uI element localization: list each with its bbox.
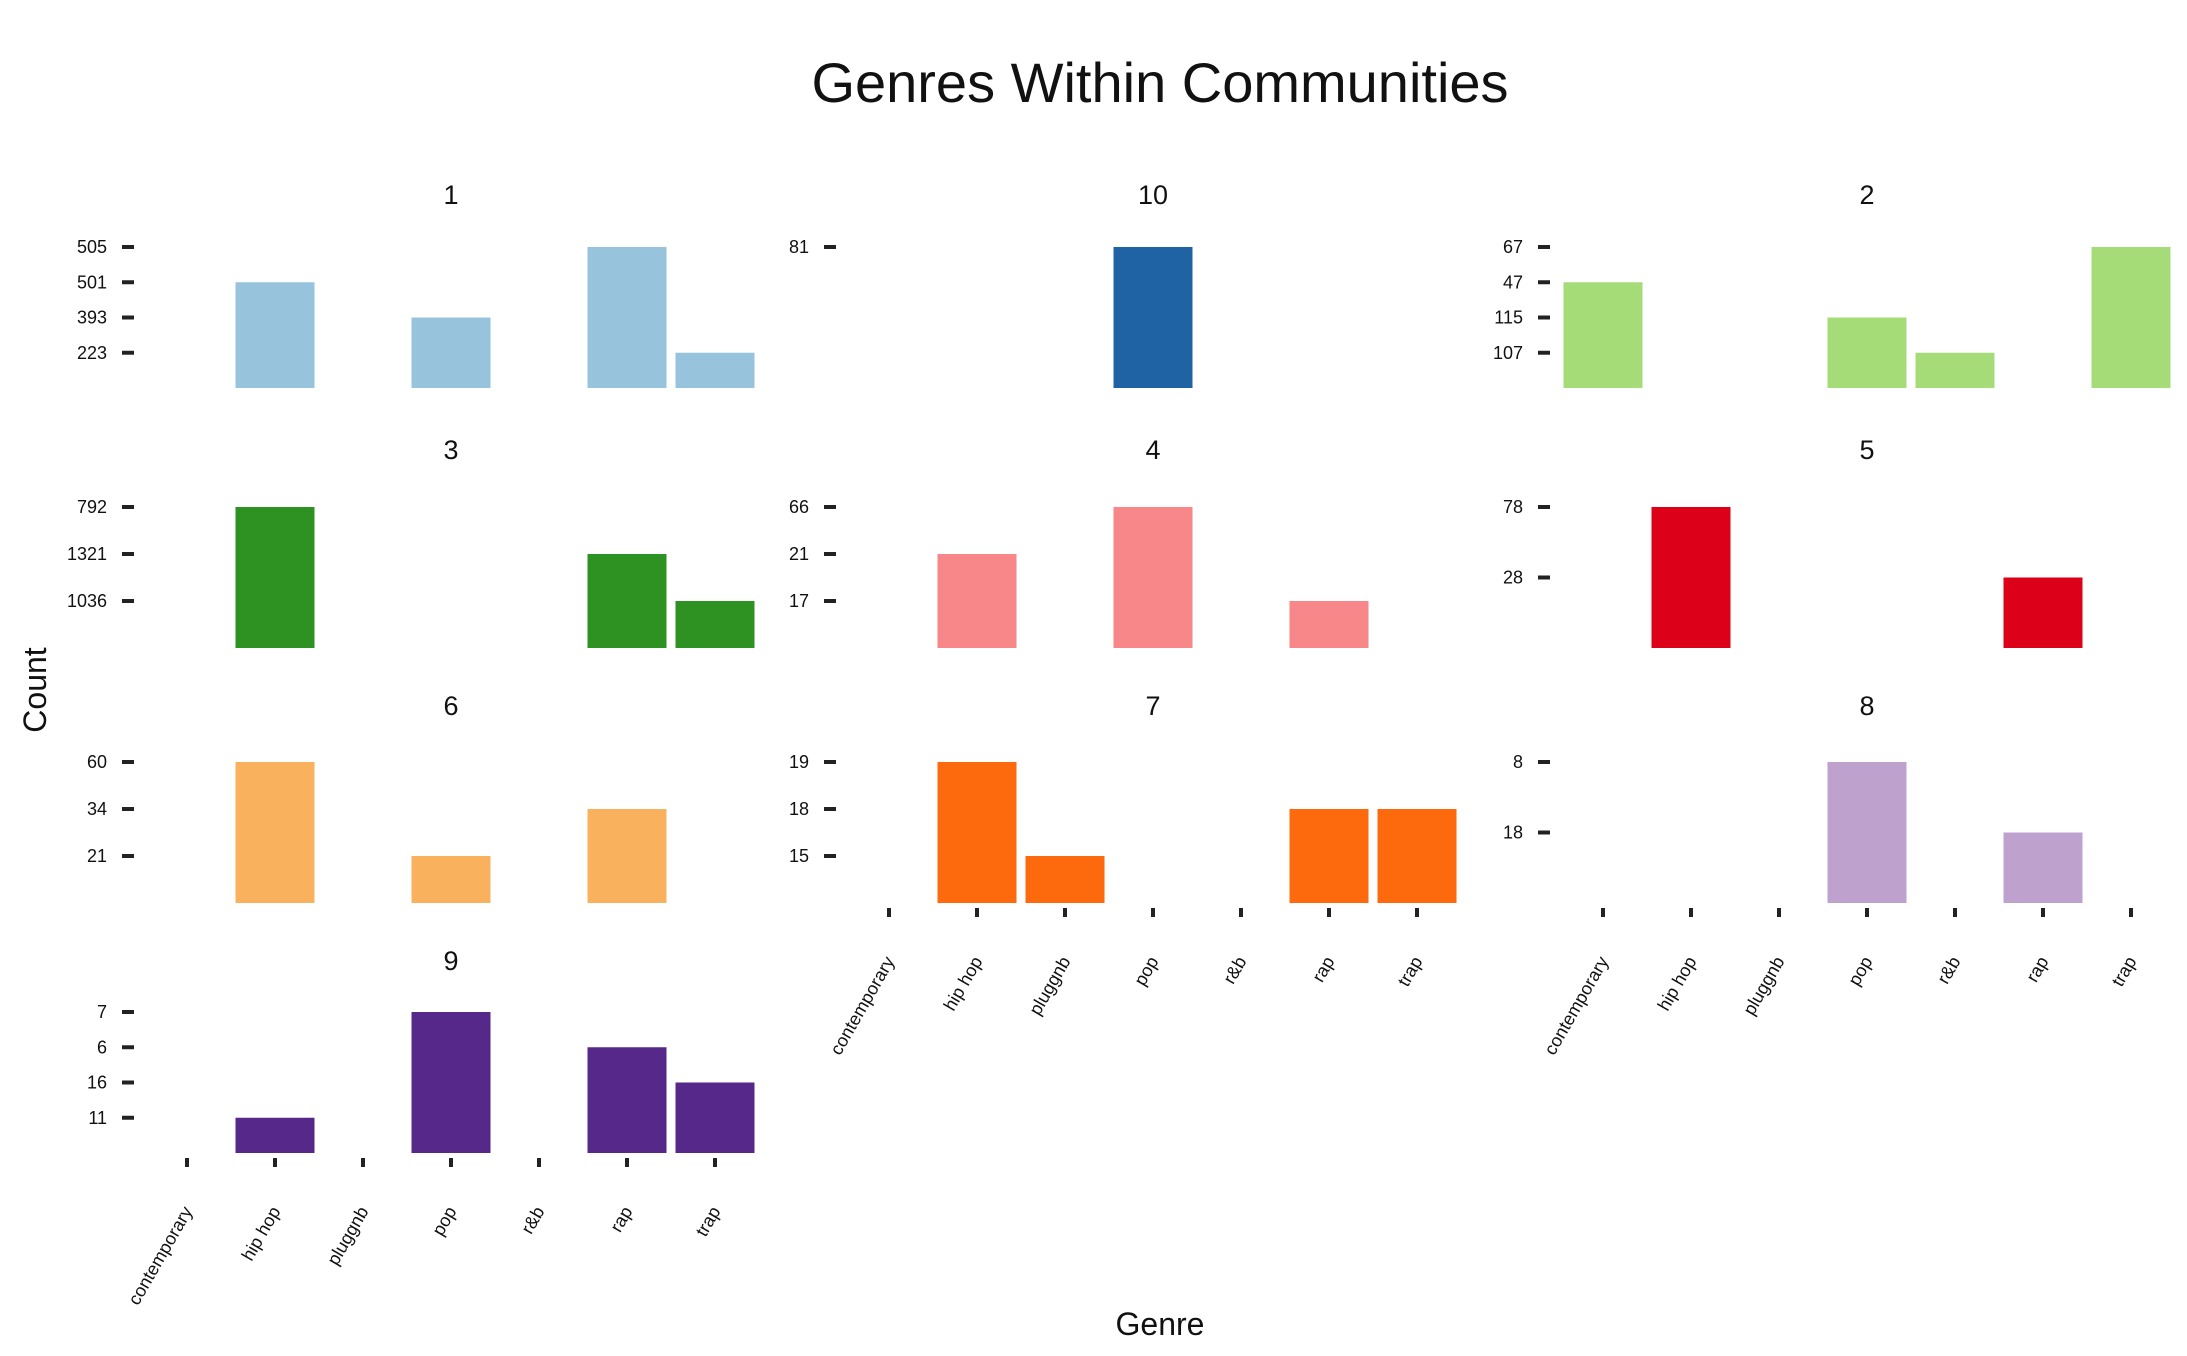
panel-title: 10 (1138, 180, 1168, 210)
y-tick-label: 223 (77, 343, 107, 363)
x-tick-label: pluggnb (323, 1203, 372, 1268)
bar (675, 1082, 755, 1153)
bar (1563, 282, 1643, 388)
panel-title: 1 (443, 180, 458, 210)
x-tick-label: r&b (1219, 953, 1250, 987)
y-tick-label: 1321 (67, 544, 107, 564)
y-tick-label: 81 (789, 237, 809, 257)
bar (1915, 352, 1995, 388)
y-tick-label: 792 (77, 497, 107, 517)
bar (411, 317, 491, 388)
x-tick-label: hip hop (1654, 953, 1701, 1014)
y-tick-label: 1036 (67, 591, 107, 611)
x-tick-label: pluggnb (1739, 953, 1788, 1018)
bar (937, 554, 1017, 648)
x-tick-label: contemporary (124, 1203, 196, 1308)
y-tick-label: 11 (88, 1108, 107, 1128)
bar (1651, 507, 1731, 648)
x-tick-label: rap (1308, 953, 1338, 986)
y-tick-label: 16 (87, 1073, 107, 1093)
y-tick-label: 18 (1503, 823, 1523, 843)
panel-title: 9 (443, 946, 458, 976)
bar (1113, 507, 1193, 648)
bar (587, 1047, 667, 1153)
bar (1827, 762, 1907, 903)
panel-title: 7 (1145, 691, 1160, 721)
bar (1827, 317, 1907, 388)
x-tick-label: pop (1844, 953, 1876, 989)
bar (587, 554, 667, 648)
bar (1025, 856, 1105, 903)
bar (1289, 809, 1369, 903)
panel-title: 5 (1859, 435, 1874, 465)
bar (411, 856, 491, 903)
y-tick-label: 7 (97, 1002, 107, 1022)
y-tick-label: 34 (87, 799, 107, 819)
y-tick-label: 28 (1503, 568, 1523, 588)
x-tick-label: rap (2022, 953, 2052, 986)
x-tick-label: trap (1394, 953, 1427, 990)
y-tick-label: 78 (1503, 497, 1523, 517)
y-tick-label: 60 (87, 752, 107, 772)
x-tick-label: trap (692, 1203, 725, 1240)
bar (587, 809, 667, 903)
bar (1377, 809, 1457, 903)
panel-title: 3 (443, 435, 458, 465)
y-tick-label: 501 (77, 272, 107, 292)
y-tick-label: 21 (789, 544, 809, 564)
y-tick-label: 393 (77, 308, 107, 328)
panel-title: 6 (443, 691, 458, 721)
x-tick-label: contemporary (826, 953, 898, 1058)
bar (2003, 832, 2083, 903)
x-tick-label: hip hop (238, 1203, 285, 1264)
x-tick-label: contemporary (1540, 953, 1612, 1058)
bar (675, 352, 755, 388)
y-tick-label: 21 (87, 846, 107, 866)
panel-title: 8 (1859, 691, 1874, 721)
y-tick-label: 66 (789, 497, 809, 517)
chart-title: Genres Within Communities (811, 51, 1508, 114)
x-tick-label: r&b (517, 1203, 548, 1237)
y-tick-label: 67 (1503, 237, 1523, 257)
x-tick-label: hip hop (940, 953, 987, 1014)
x-axis-label: Genre (1116, 1306, 1205, 1342)
y-tick-label: 505 (77, 237, 107, 257)
bar (235, 762, 315, 903)
x-tick-label: trap (2108, 953, 2141, 990)
panel-title: 2 (1859, 180, 1874, 210)
bar (411, 1012, 491, 1153)
bar (1113, 247, 1193, 388)
bar (2091, 247, 2171, 388)
y-tick-label: 19 (789, 752, 809, 772)
y-tick-label: 18 (789, 799, 809, 819)
bar (675, 601, 755, 648)
y-tick-label: 6 (97, 1037, 107, 1057)
y-tick-label: 47 (1503, 272, 1523, 292)
x-tick-label: rap (606, 1203, 636, 1236)
x-tick-label: r&b (1933, 953, 1964, 987)
x-tick-label: pluggnb (1025, 953, 1074, 1018)
y-axis-label: Count (17, 647, 53, 733)
bar (235, 282, 315, 388)
x-tick-label: pop (1130, 953, 1162, 989)
y-tick-label: 107 (1493, 343, 1523, 363)
y-tick-label: 8 (1513, 752, 1523, 772)
y-tick-label: 15 (789, 846, 809, 866)
panel-title: 4 (1145, 435, 1160, 465)
bar (235, 1117, 315, 1153)
x-tick-label: pop (428, 1203, 460, 1239)
y-tick-label: 115 (1494, 308, 1523, 328)
bar (2003, 577, 2083, 648)
bar (937, 762, 1017, 903)
y-tick-label: 17 (789, 591, 809, 611)
bar (235, 507, 315, 648)
bar (587, 247, 667, 388)
bar (1289, 601, 1369, 648)
